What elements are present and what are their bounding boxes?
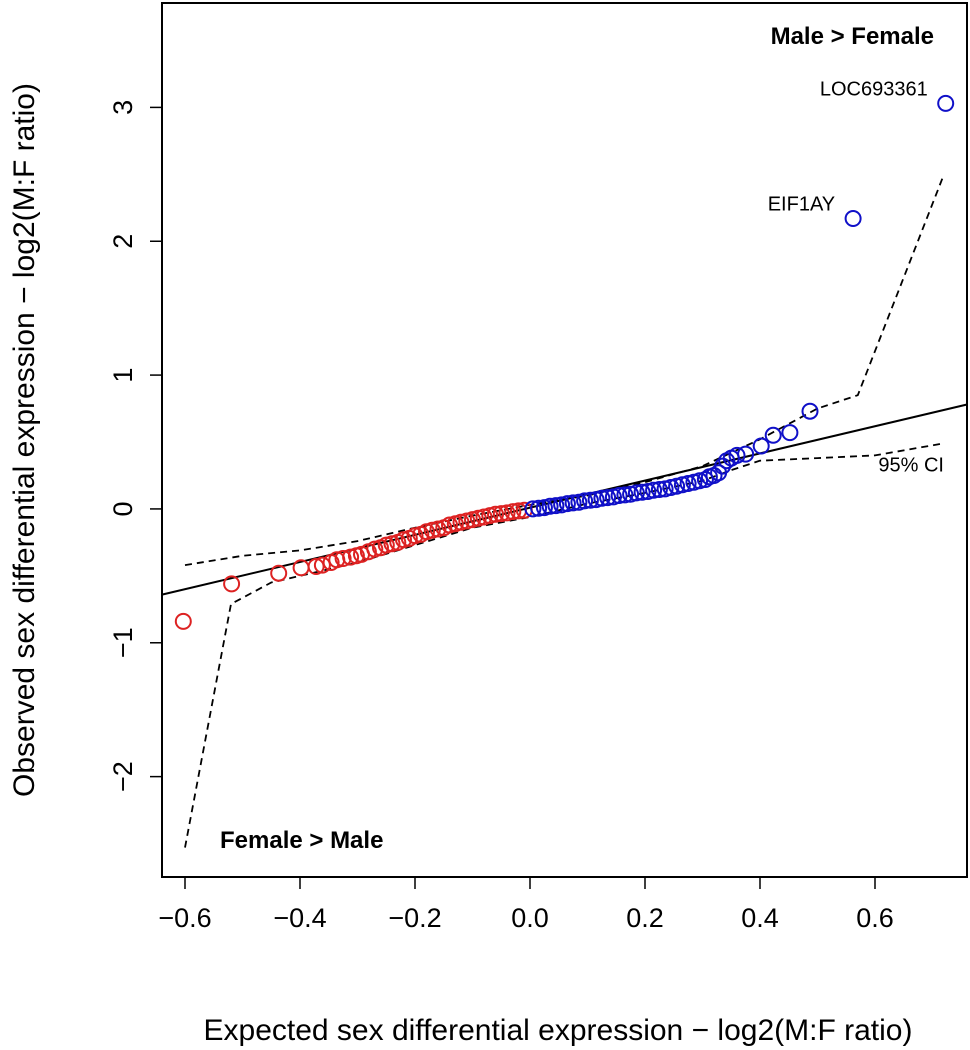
x-tick-label: 0.2 [626, 903, 664, 933]
y-tick-label: 0 [108, 501, 138, 516]
data-point-male-female-genes [781, 424, 799, 442]
data-point-male-female-genes [844, 210, 862, 227]
y-tick-label: 2 [108, 234, 138, 249]
x-tick-label: 0.4 [741, 903, 779, 933]
data-point-male-female-genes [633, 483, 651, 501]
x-tick-label: −0.2 [388, 903, 441, 933]
data-point-male-female-genes [564, 494, 582, 512]
annotation-layer: LOC693361 EIF1AY 95% CI [768, 78, 944, 476]
data-point-male-female-genes [541, 497, 559, 515]
data-point-male-female-genes [576, 492, 594, 510]
y-tick-label: −2 [108, 761, 138, 792]
data-point-male-female-genes [764, 426, 782, 444]
data-point-male-female-genes [937, 94, 955, 112]
data-point-male-female-genes [627, 484, 645, 502]
data-point-female-male-genes [174, 612, 192, 630]
plot-frame [161, 2, 968, 878]
y-tick-label: 3 [108, 100, 138, 115]
data-point-male-female-genes [645, 481, 663, 499]
data-point-female-male-genes [334, 550, 352, 567]
data-point-male-female-genes [524, 500, 542, 518]
data-point-male-female-genes [616, 486, 634, 504]
data-point-male-female-genes [599, 489, 617, 507]
data-point-male-female-genes [801, 402, 819, 420]
data-point-female-male-genes [313, 556, 331, 574]
x-tick-label: −0.6 [158, 903, 211, 933]
data-point-male-female-genes [737, 445, 755, 463]
data-point-male-female-genes [728, 446, 746, 464]
data-point-female-male-genes [270, 564, 288, 582]
data-point-male-female-genes [696, 471, 714, 488]
x-axis: −0.6 −0.4 −0.2 0.0 0.2 0.4 0.6 [158, 877, 894, 933]
annotation-label: 95% CI [878, 454, 944, 476]
x-tick-label: 0.0 [511, 903, 549, 933]
y-axis-title: Observed sex differential expression − l… [8, 83, 41, 797]
ci-upper-curve [184, 173, 945, 566]
y-tick-label: 1 [108, 368, 138, 383]
data-point-male-female-genes [581, 491, 599, 509]
x-tick-label: 0.6 [856, 903, 894, 933]
confidence-interval-layer [184, 173, 945, 848]
y-axis: −2 −1 0 1 2 3 [108, 100, 162, 792]
data-point-female-male-genes [487, 505, 504, 523]
x-tick-label: −0.4 [273, 903, 326, 933]
x-axis-title: Expected sex differential expression − l… [204, 1014, 913, 1047]
data-point-male-female-genes [530, 499, 548, 517]
data-point-male-female-genes [650, 481, 668, 498]
region-label-female: Female > Male [220, 827, 383, 854]
data-points-layer [174, 94, 955, 630]
region-label-male: Male > Female [771, 23, 934, 50]
annotation-label: EIF1AY [768, 193, 835, 215]
data-point-male-female-genes [558, 495, 576, 513]
annotation-label: LOC693361 [820, 78, 928, 100]
ci-lower-curve [184, 442, 945, 848]
data-point-female-male-genes [492, 505, 510, 523]
data-point-male-female-genes [610, 487, 628, 504]
data-point-male-female-genes [752, 437, 770, 455]
data-point-female-male-genes [504, 503, 522, 521]
data-point-female-male-genes [223, 575, 241, 593]
y-tick-label: −1 [108, 627, 138, 658]
data-point-male-female-genes [547, 497, 565, 515]
data-point-male-female-genes [593, 489, 611, 507]
